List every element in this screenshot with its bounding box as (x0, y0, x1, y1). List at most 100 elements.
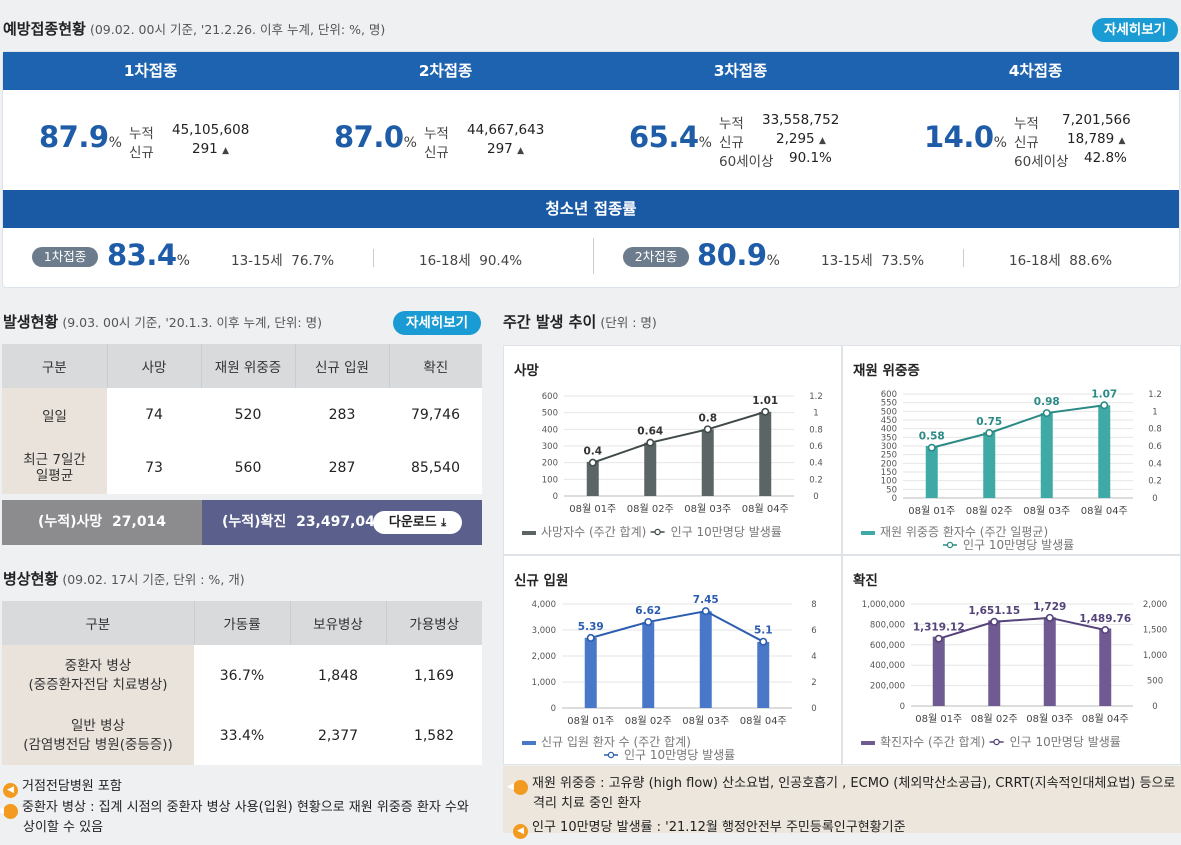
y-tick-label: 0 (892, 494, 897, 504)
cell: 1,169 (386, 645, 482, 707)
y2-tick-label: 0.6 (1148, 442, 1162, 452)
dose1-header: 1차접종 (123, 62, 178, 80)
data-label: 1,651.15 (968, 605, 1020, 617)
data-label: 5.39 (578, 621, 604, 633)
table-row: 일일 74 520 283 79,746 (2, 388, 482, 442)
outbreak-title: 발생현황 (3, 313, 59, 331)
y2-tick-label: 8 (811, 600, 816, 610)
rate-point (586, 633, 595, 642)
bar (1040, 413, 1053, 498)
y2-tick-label: 1 (1152, 407, 1157, 417)
legend-label: 인구 10만명당 발생률 (963, 538, 1074, 552)
y-tick-label: 200,000 (870, 682, 905, 692)
bar (1043, 617, 1056, 706)
bar (759, 411, 772, 496)
data-label: 1,319.12 (913, 622, 965, 634)
y-tick-label: 200 (881, 459, 897, 469)
dose3-age60-label: 60세이상 (719, 154, 774, 170)
y2-tick-label: 1 (813, 409, 818, 419)
youth-dose1-rate: 83.4% (107, 238, 190, 272)
rate-point (1100, 401, 1109, 410)
vaccination-detail-button[interactable]: 자세히보기 (1092, 18, 1178, 42)
dose2-rate: 87.0% (334, 120, 417, 154)
y2-tick-label: 1.2 (809, 392, 823, 402)
dose2-header: 2차접종 (418, 62, 473, 80)
divider (963, 249, 964, 267)
youth-header-bar: 청소년 접종률 (3, 190, 1179, 228)
legend-label: 인구 10만명당 발생률 (1010, 735, 1121, 749)
dose1-new: 291 ▲ (192, 141, 229, 157)
x-tick-label: 08월 01주 (915, 713, 962, 725)
y-tick-label: 150 (881, 468, 897, 478)
x-tick-label: 08월 02주 (625, 715, 672, 727)
y-tick-label: 400 (542, 425, 558, 435)
vaccination-title: 예방접종현황 (3, 20, 86, 38)
dose4-cum-label: 누적 (1014, 116, 1039, 132)
chart-title: 신규 입원 (514, 573, 569, 589)
rate-point (588, 458, 597, 467)
rate-point (990, 617, 999, 626)
y-tick-label: 500 (542, 409, 558, 419)
col-header: 확진 (388, 344, 482, 388)
dose2-cum-label: 누적 (424, 126, 449, 142)
rate-point (934, 634, 943, 643)
bar (586, 461, 599, 496)
rate-point (927, 443, 936, 452)
rate-point (644, 617, 653, 626)
dose-header-bar: 1차접종 2차접종 3차접종 4차접종 (3, 52, 1179, 90)
beds-title-row: 병상현황 (09.02. 17시 기준, 단위 : %, 개) (3, 568, 245, 589)
youth-dose1-a: 13-15세 76.7% (231, 253, 335, 269)
legend-label: 신규 입원 환자 수 (주간 합계) (541, 735, 691, 749)
chart-title: 재원 위중증 (853, 363, 920, 379)
cell: 33.4% (194, 707, 290, 765)
x-tick-label: 08월 04주 (1082, 713, 1129, 725)
x-tick-label: 08월 03주 (1026, 713, 1073, 725)
y2-tick-label: 1,500 (1143, 626, 1167, 636)
y2-tick-label: 500 (1147, 677, 1163, 687)
vaccination-card: 1차접종 2차접종 3차접종 4차접종 87.9% 누적 45,105,608 … (2, 51, 1180, 288)
dose3-new-label: 신규 (719, 135, 744, 151)
y2-tick-label: 0.4 (1148, 459, 1162, 469)
rate-point (759, 637, 768, 646)
legend-label: 확진자수 (주간 합계) (880, 735, 985, 749)
cell: 287 (295, 442, 389, 494)
y-tick-label: 200 (542, 459, 558, 469)
x-tick-label: 08월 01주 (567, 715, 614, 727)
y-tick-label: 300 (881, 442, 897, 452)
data-label: 0.75 (976, 416, 1002, 428)
row-label: 일반 병상 (감염병전담 병원(중등증)) (2, 707, 194, 765)
bar (932, 636, 945, 706)
download-button[interactable]: 다운로드 ⤓ (373, 511, 462, 534)
y2-tick-label: 6 (811, 626, 816, 636)
rate-point (703, 425, 712, 434)
rate-point (761, 407, 770, 416)
table-row: 중환자 병상 (중증환자전담 치료병상) 36.7% 1,848 1,169 (2, 645, 482, 707)
y-tick-label: 0 (900, 702, 905, 712)
col-header: 구분 (2, 601, 194, 645)
y-tick-label: 100 (542, 475, 558, 485)
y-tick-label: 0 (553, 492, 558, 502)
beds-note: ◀ 거점전담병원 포함 (3, 775, 481, 798)
y2-tick-label: 0.6 (809, 442, 823, 452)
x-tick-label: 08월 04주 (742, 503, 789, 515)
y-tick-label: 400 (881, 425, 897, 435)
y-tick-label: 0 (551, 704, 556, 714)
x-tick-label: 08월 04주 (740, 715, 787, 727)
y-tick-label: 2,000 (532, 652, 556, 662)
y-tick-label: 1,000,000 (862, 600, 905, 610)
y2-tick-label: 0.8 (809, 425, 823, 435)
col-header: 재원 위중증 (200, 344, 295, 388)
legend-swatch (861, 531, 875, 535)
rate-point (701, 607, 710, 616)
outbreak-detail-button[interactable]: 자세히보기 (393, 311, 481, 335)
outbreak-subtitle: (9.03. 00시 기준, '20.1.3. 이후 누계, 단위: 명) (62, 315, 322, 330)
rate-line (592, 410, 766, 464)
legend-marker (607, 751, 615, 759)
data-label: 0.64 (637, 426, 663, 438)
dose4-age60-label: 60세이상 (1014, 154, 1069, 170)
rate-line (590, 610, 764, 643)
y2-tick-label: 0 (1152, 494, 1157, 504)
legend-swatch (861, 741, 875, 745)
table-row: 일반 병상 (감염병전담 병원(중등증)) 33.4% 2,377 1,582 (2, 707, 482, 765)
dose1-cum: 45,105,608 (172, 122, 250, 138)
